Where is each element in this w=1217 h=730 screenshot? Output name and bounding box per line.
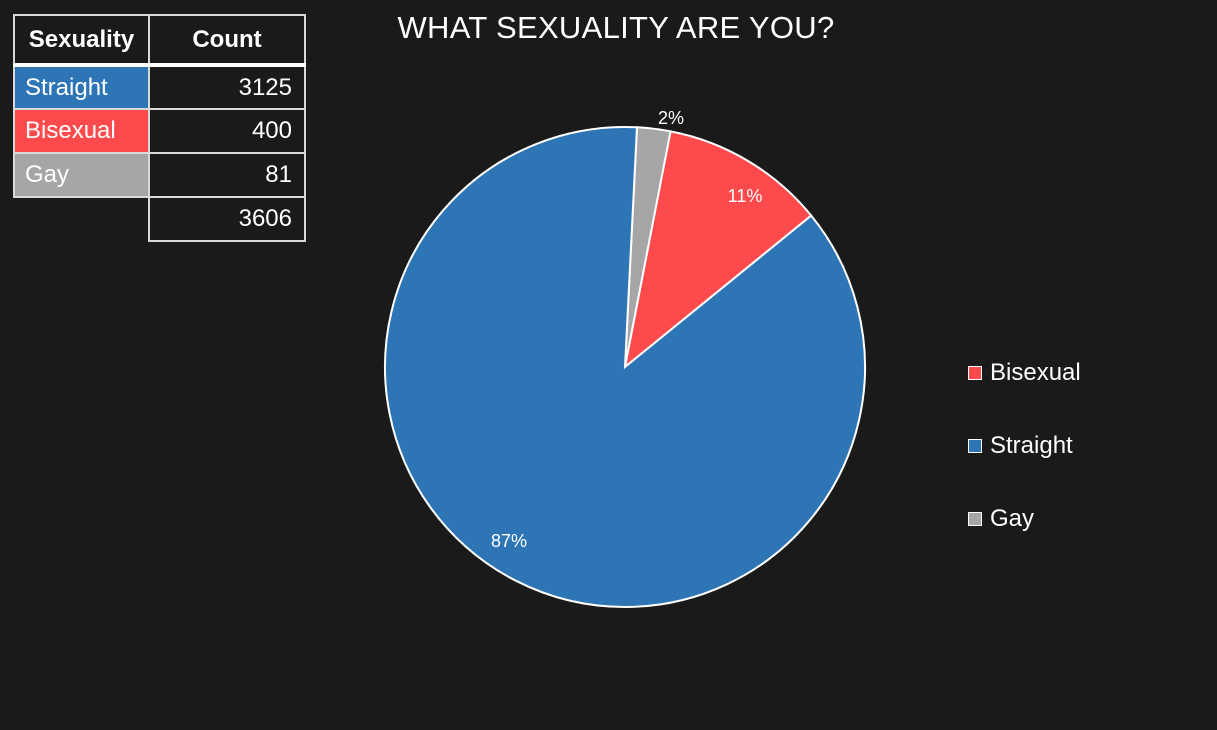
legend-item: Bisexual xyxy=(968,356,1081,389)
legend-item: Straight xyxy=(968,429,1081,462)
legend-label: Bisexual xyxy=(990,358,1081,386)
data-label-straight: 87% xyxy=(491,531,527,551)
row-name-cell: Gay xyxy=(13,152,150,198)
pie-slice-bisexual xyxy=(623,130,813,370)
table-row: Gay 81 xyxy=(13,152,306,198)
table-header-row: Sexuality Count xyxy=(13,14,306,67)
legend-swatch xyxy=(968,365,982,380)
data-label-bisexual: 11% xyxy=(728,186,763,206)
row-count-cell: 81 xyxy=(148,152,306,198)
row-count-cell: 400 xyxy=(148,108,306,154)
pie-slice-straight xyxy=(384,126,866,608)
row-name-cell: Straight xyxy=(13,64,150,110)
chart-legend: Bisexual Straight Gay xyxy=(968,356,1081,575)
legend-swatch xyxy=(968,511,982,526)
header-count: Count xyxy=(148,14,306,67)
row-name-cell: Bisexual xyxy=(13,108,150,154)
total-count-cell: 3606 xyxy=(148,196,306,242)
data-label-gay: 2% xyxy=(658,108,684,128)
legend-swatch xyxy=(968,438,982,453)
table-total-row: 3606 xyxy=(14,196,306,242)
legend-label: Straight xyxy=(990,431,1073,459)
table-row: Bisexual 400 xyxy=(13,108,306,154)
legend-item: Gay xyxy=(968,502,1081,535)
row-count-cell: 3125 xyxy=(148,64,306,110)
data-table: Sexuality Count Straight 3125 Bisexual 4… xyxy=(13,14,306,242)
header-sexuality: Sexuality xyxy=(13,14,150,67)
legend-label: Gay xyxy=(990,504,1035,532)
chart-title: WHAT SEXUALITY ARE YOU? xyxy=(397,10,835,45)
total-blank-cell xyxy=(14,196,150,241)
table-row: Straight 3125 xyxy=(13,64,306,110)
